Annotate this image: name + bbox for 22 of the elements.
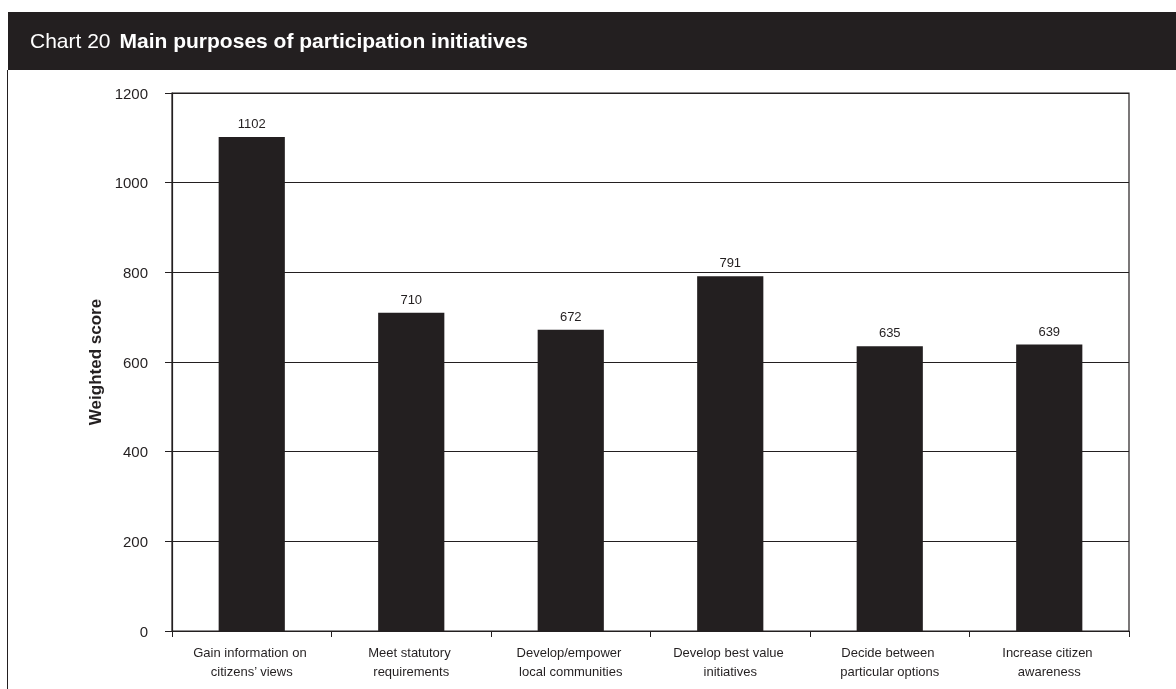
y-tick-label: 400	[122, 443, 148, 461]
x-tick-label: Develop best value initiatives	[673, 645, 788, 679]
y-tick-label: 1200	[114, 84, 148, 102]
data-label: 635	[878, 325, 901, 341]
x-tick-label: Gain information on citizens’ views	[193, 645, 311, 679]
data-label: 791	[719, 255, 742, 271]
y-axis-title: Weighted score	[85, 298, 105, 426]
y-tick-label: 0	[139, 622, 148, 640]
y-tick-label: 800	[122, 263, 148, 281]
data-label: 639	[1038, 323, 1061, 339]
chart-subtitle: Main purposes of participation initiatives	[119, 29, 528, 52]
y-tick-label: 200	[122, 532, 148, 550]
data-label: 672	[559, 308, 582, 324]
data-label: 710	[400, 291, 423, 307]
y-tick-label: 1000	[114, 174, 148, 192]
y-tick-label: 600	[122, 353, 148, 371]
x-tick-label: Develop/empower local communities	[516, 645, 625, 679]
x-tick-label: Increase citizen awareness	[1002, 645, 1097, 679]
data-label: 1102	[237, 115, 266, 131]
x-tick-label: Meet statutory requirements	[368, 645, 455, 679]
x-tick-label: Decide between particular options	[840, 645, 940, 679]
chart-title: Chart 20	[30, 29, 111, 52]
